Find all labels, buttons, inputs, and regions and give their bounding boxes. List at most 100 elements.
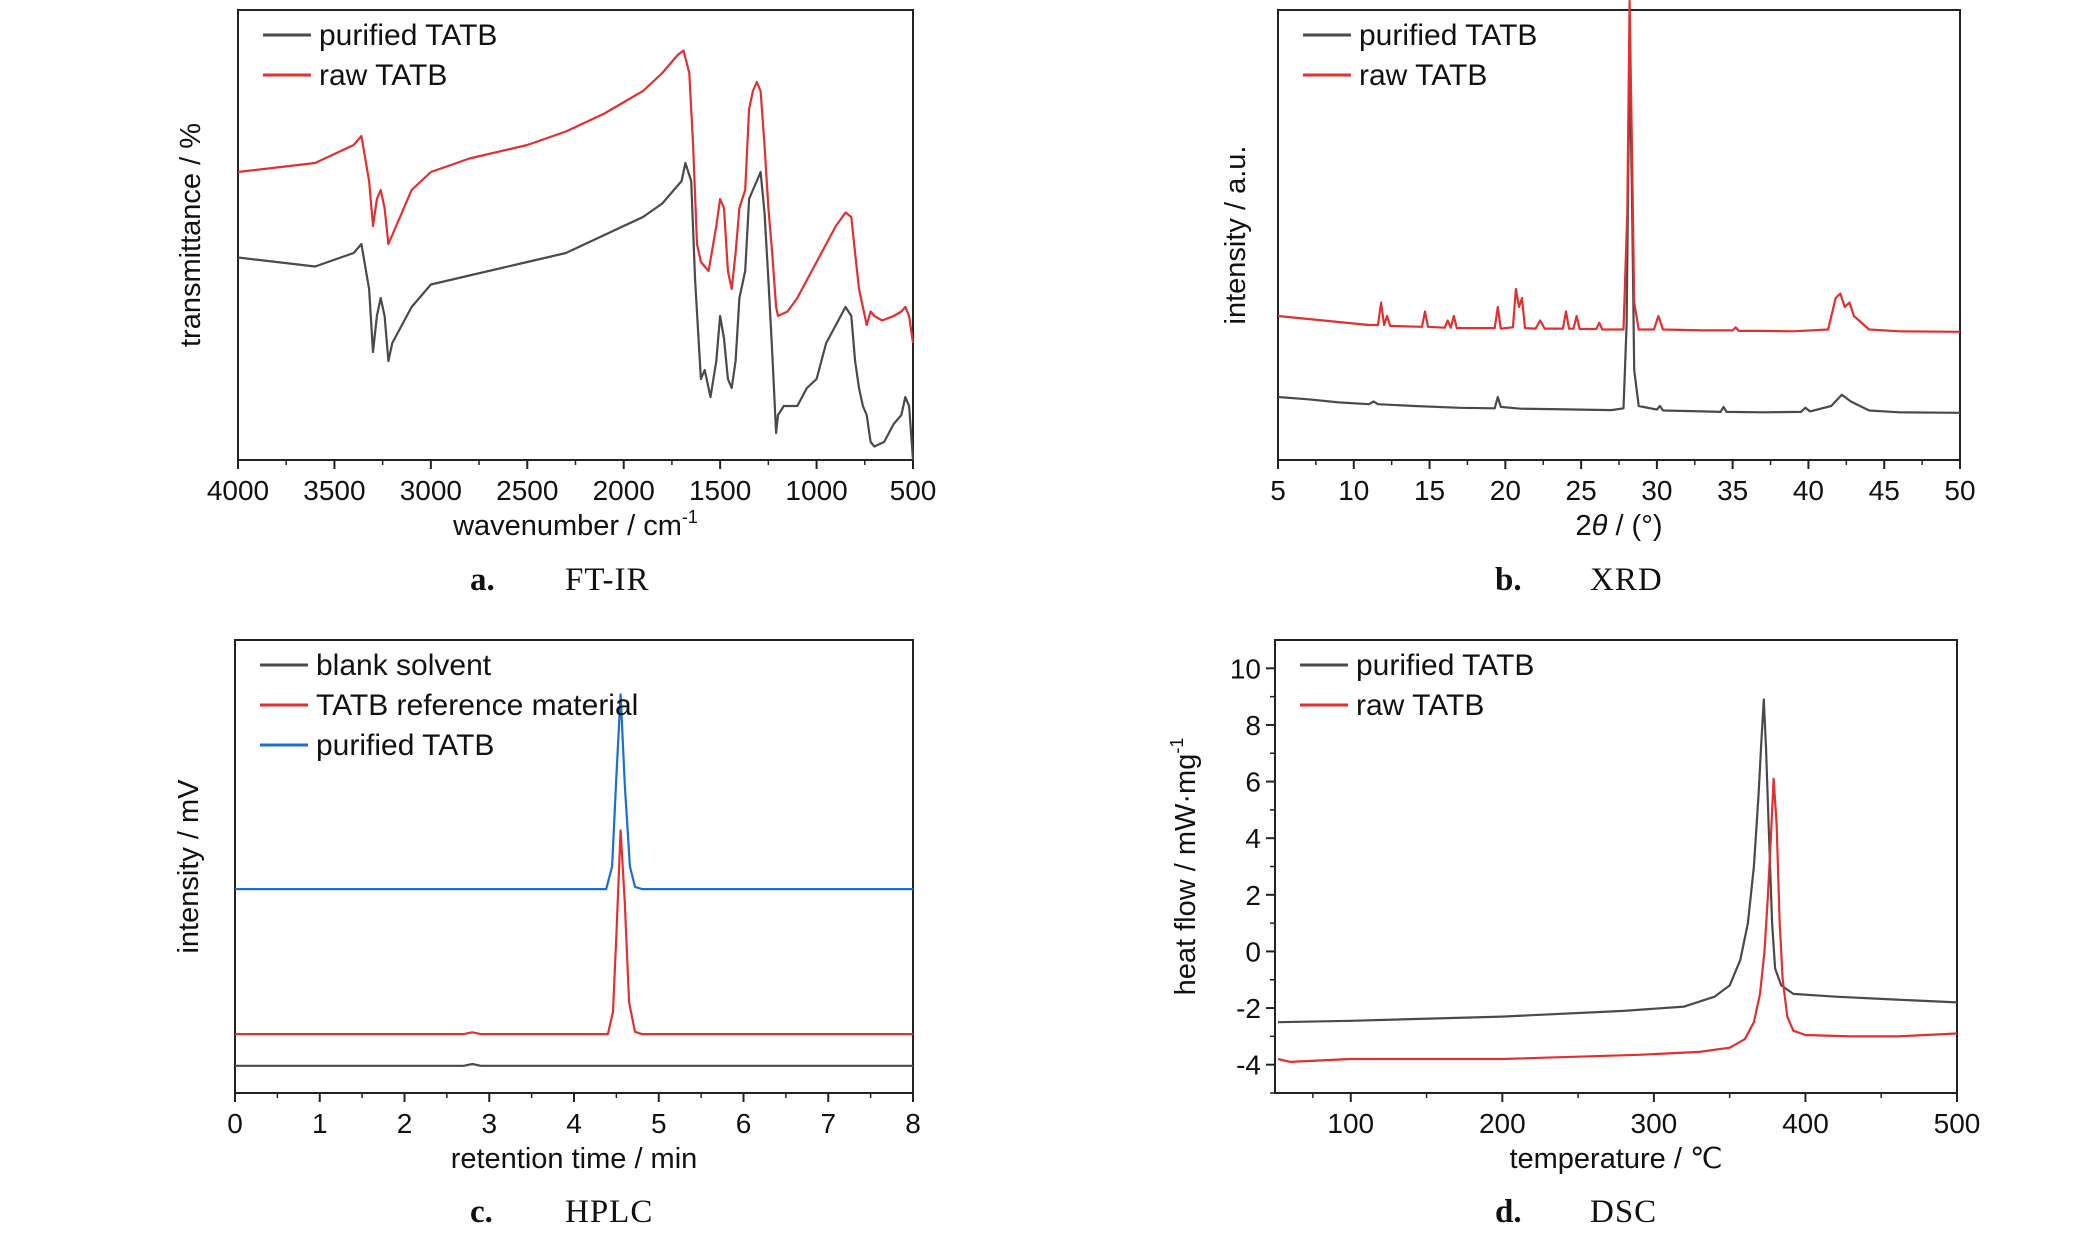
x-tick-label: 5 — [651, 1108, 667, 1139]
x-tick-label: 30 — [1641, 475, 1672, 506]
x-axis-label-text: temperature / ℃ — [1509, 1143, 1722, 1175]
legend: purified TATB raw TATB — [1303, 19, 1537, 92]
series-line-2 — [235, 829, 913, 1036]
legend: blank solvent TATB reference material puri… — [260, 649, 638, 762]
panel-hplc: 0 1 2 3 4 5 6 7 8 retention time / min intensity /… — [173, 639, 921, 1230]
series-group — [237, 49, 915, 461]
x-axis-label: temperature / ℃ — [1509, 1143, 1722, 1175]
x-tick-label: 100 — [1327, 1108, 1374, 1139]
x-axis-label-theta: θ — [1592, 510, 1608, 542]
x-tick-label: 50 — [1944, 475, 1975, 506]
legend: purified TATB raw TATB — [1300, 649, 1534, 722]
x-axis-label-prefix: 2 — [1576, 510, 1592, 542]
legend-label: purified TATB — [316, 729, 494, 762]
x-tick-label: 500 — [1934, 1108, 1981, 1139]
x-axis: 5 10 15 20 25 30 35 40 45 50 — [1270, 460, 1976, 506]
x-axis: 0 1 2 3 4 5 6 7 8 — [227, 1093, 921, 1139]
series-line-3 — [235, 693, 913, 891]
x-axis: 100 200 300 400 500 — [1312, 1093, 1981, 1139]
series-group — [235, 693, 913, 1067]
x-tick-label: 3500 — [303, 475, 365, 506]
legend-label: blank solvent — [316, 649, 492, 682]
caption-letter: b. — [1495, 562, 1522, 598]
y-axis-label: heat flow / mW·mg-1 — [1167, 738, 1202, 996]
x-tick-label: 15 — [1414, 475, 1445, 506]
panel-xrd: 5 10 15 20 25 30 35 40 45 50 2θ / (°) intensity / a… — [1220, 0, 1976, 598]
x-tick-label: 400 — [1782, 1108, 1829, 1139]
series-line-1 — [1277, 698, 1958, 1024]
series-line-1 — [237, 161, 915, 461]
x-tick-label: 1500 — [689, 475, 751, 506]
series-line-2 — [1277, 777, 1958, 1063]
caption-text: DSC — [1590, 1194, 1657, 1230]
x-axis-label-text: retention time / min — [451, 1143, 698, 1175]
y-tick-label: 10 — [1230, 653, 1261, 684]
caption-text: XRD — [1590, 562, 1663, 598]
x-tick-label: 2500 — [496, 475, 558, 506]
legend-label: TATB reference material — [316, 689, 638, 722]
panel-dsc: 100 200 300 400 500 -4 -2 0 2 4 6 8 10 temperature / … — [1167, 639, 1981, 1230]
legend-label: raw TATB — [1356, 689, 1484, 722]
x-tick-label: 2 — [397, 1108, 413, 1139]
x-tick-label: 7 — [820, 1108, 836, 1139]
x-tick-label: 1000 — [785, 475, 847, 506]
series-line-1 — [235, 1062, 913, 1067]
panel-caption: d. DSC — [1495, 1194, 1657, 1230]
x-tick-label: 1 — [312, 1108, 328, 1139]
x-tick-label: 200 — [1479, 1108, 1526, 1139]
series-line-2 — [237, 49, 915, 344]
x-axis-label: wavenumber / cm-1 — [452, 507, 698, 542]
x-tick-label: 25 — [1566, 475, 1597, 506]
y-axis-label-text: heat flow / mW·mg — [1170, 754, 1202, 996]
caption-letter: a. — [470, 562, 495, 598]
y-axis-label: transmittance / % — [175, 123, 207, 347]
x-tick-label: 4 — [566, 1108, 582, 1139]
x-tick-label: 0 — [227, 1108, 243, 1139]
x-axis-label-sup: -1 — [682, 507, 698, 527]
y-axis-label-text: transmittance / % — [175, 123, 207, 347]
x-axis-label-text: wavenumber / cm — [452, 510, 682, 542]
x-tick-label: 35 — [1717, 475, 1748, 506]
legend-label: raw TATB — [319, 59, 447, 92]
x-tick-label: 300 — [1631, 1108, 1678, 1139]
legend-label: purified TATB — [1356, 649, 1534, 682]
x-axis-label-suffix: / (°) — [1607, 510, 1662, 542]
y-axis-label: intensity / mV — [173, 779, 205, 954]
caption-text: HPLC — [565, 1194, 653, 1230]
x-tick-label: 20 — [1490, 475, 1521, 506]
x-tick-label: 4000 — [207, 475, 269, 506]
caption-letter: d. — [1495, 1194, 1522, 1230]
x-tick-label: 500 — [890, 475, 937, 506]
y-tick-label: 6 — [1245, 767, 1261, 798]
x-tick-label: 45 — [1869, 475, 1900, 506]
y-tick-label: 4 — [1245, 823, 1261, 854]
panel-caption: a. FT-IR — [470, 562, 649, 598]
y-axis-label-text: intensity / mV — [173, 779, 205, 954]
y-tick-label: 2 — [1245, 880, 1261, 911]
caption-text: FT-IR — [565, 562, 649, 598]
x-tick-label: 2000 — [593, 475, 655, 506]
y-axis-label: intensity / a.u. — [1220, 146, 1252, 325]
series-group — [1277, 0, 1961, 414]
x-tick-label: 3 — [481, 1108, 497, 1139]
panel-ftir: 4000 3500 3000 2500 2000 1500 1000 500 wavenumbe… — [175, 9, 937, 598]
x-tick-label: 3000 — [400, 475, 462, 506]
y-axis: -4 -2 0 2 4 6 8 10 — [1230, 653, 1275, 1094]
x-tick-label: 5 — [1270, 475, 1286, 506]
y-axis-label-sup: -1 — [1167, 738, 1187, 754]
legend: purified TATB raw TATB — [263, 19, 497, 92]
y-axis-label-text: intensity / a.u. — [1220, 146, 1252, 325]
x-tick-label: 6 — [736, 1108, 752, 1139]
legend-label: purified TATB — [319, 19, 497, 52]
y-tick-label: 8 — [1245, 710, 1261, 741]
series-group — [1277, 698, 1958, 1063]
x-tick-label: 8 — [905, 1108, 921, 1139]
x-tick-label: 10 — [1338, 475, 1369, 506]
legend-label: raw TATB — [1359, 59, 1487, 92]
y-tick-label: -4 — [1236, 1050, 1261, 1081]
series-line-1 — [1277, 53, 1961, 414]
series-line-2 — [1277, 0, 1961, 333]
x-axis-label: retention time / min — [451, 1143, 698, 1175]
panel-caption: b. XRD — [1495, 562, 1663, 598]
